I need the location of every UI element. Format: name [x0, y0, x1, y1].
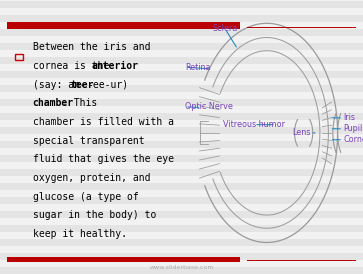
- Bar: [247, 260, 356, 261]
- Text: Between the iris and: Between the iris and: [33, 42, 150, 52]
- Text: Cornea: Cornea: [343, 135, 363, 144]
- Text: anterior: anterior: [91, 61, 138, 71]
- Text: www.sliderbase.com: www.sliderbase.com: [149, 265, 214, 270]
- Text: . This: . This: [62, 98, 97, 108]
- Text: oxygen, protein, and: oxygen, protein, and: [33, 173, 150, 183]
- Text: Sclera: Sclera: [212, 24, 238, 33]
- Text: glucose (a type of: glucose (a type of: [33, 192, 138, 201]
- Text: Iris: Iris: [343, 113, 355, 122]
- Text: -ee-ur): -ee-ur): [87, 80, 129, 90]
- Bar: [15, 54, 23, 60]
- Text: Lens: Lens: [292, 129, 310, 137]
- Bar: [247, 27, 356, 28]
- Text: Retina: Retina: [185, 63, 211, 72]
- Bar: [7, 22, 240, 29]
- Text: Vitreous humor: Vitreous humor: [223, 120, 285, 129]
- Text: keep it healthy.: keep it healthy.: [33, 229, 127, 239]
- Text: sugar in the body) to: sugar in the body) to: [33, 210, 156, 220]
- Text: chamber: chamber: [33, 98, 74, 108]
- Text: Optic Nerve: Optic Nerve: [185, 102, 233, 111]
- Text: teer: teer: [70, 80, 94, 90]
- Bar: [7, 257, 240, 262]
- Text: special transparent: special transparent: [33, 136, 144, 145]
- Text: (say: an-: (say: an-: [33, 80, 86, 90]
- Text: chamber is filled with a: chamber is filled with a: [33, 117, 174, 127]
- Text: fluid that gives the eye: fluid that gives the eye: [33, 154, 174, 164]
- Text: cornea is the: cornea is the: [33, 61, 115, 71]
- Text: Pupil: Pupil: [343, 124, 362, 133]
